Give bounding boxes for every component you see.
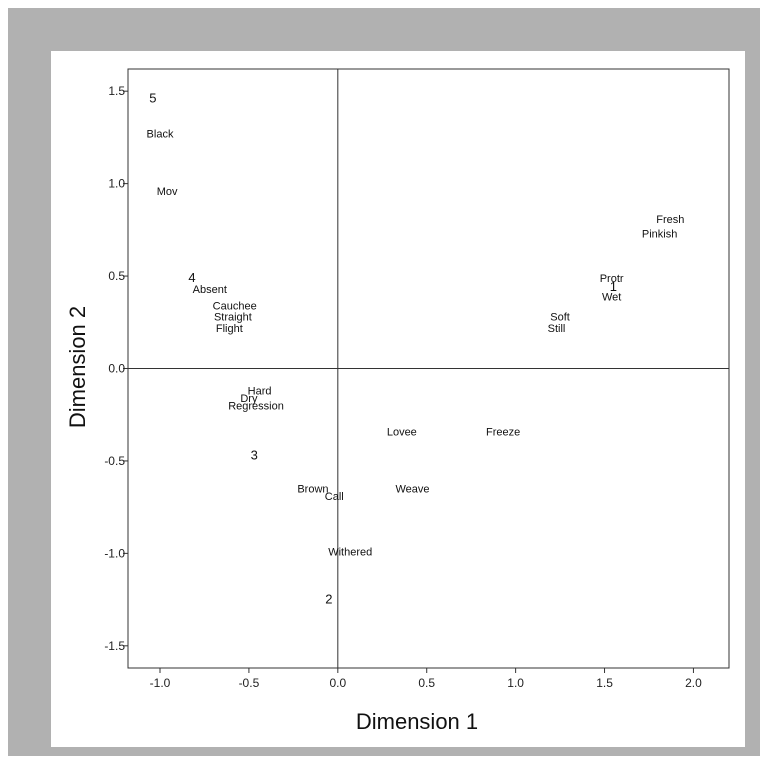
point-label: Hard xyxy=(248,386,272,398)
x-tick-label: 2.0 xyxy=(685,676,702,690)
point-label: Withered xyxy=(328,547,372,559)
reference-lines xyxy=(128,69,729,668)
y-tick-label: 0.0 xyxy=(108,362,125,376)
category-number-label: 3 xyxy=(251,447,258,462)
category-number-label: 2 xyxy=(325,592,332,607)
point-label: Dry xyxy=(240,393,258,405)
point-label: Protr xyxy=(600,273,624,285)
point-label: Wet xyxy=(602,291,621,303)
point-label: Weave xyxy=(395,484,429,496)
x-tick-label: 1.5 xyxy=(596,676,613,690)
y-tick-label: 1.5 xyxy=(108,84,125,98)
category-number-label: 1 xyxy=(610,279,617,294)
point-label: Mov xyxy=(157,186,178,198)
x-tick-label: -0.5 xyxy=(239,676,260,690)
x-axis-ticks: -1.0 -0.5 0.0 0.5 1.0 1.5 2.0 xyxy=(150,668,702,690)
point-label: Cauchee xyxy=(213,301,257,313)
y-tick-label: -0.5 xyxy=(104,454,125,468)
category-number-label: 5 xyxy=(149,91,156,106)
point-label: Pinkish xyxy=(642,229,677,241)
x-tick-label: 0.5 xyxy=(418,676,435,690)
point-label: Regression xyxy=(228,400,284,412)
y-tick-label: 0.5 xyxy=(108,269,125,283)
point-label: Soft xyxy=(550,312,570,324)
point-label: Absent xyxy=(193,284,227,296)
x-tick-label: 0.0 xyxy=(329,676,346,690)
point-label: Lovee xyxy=(387,426,417,438)
point-label: Straight xyxy=(214,312,252,324)
y-axis-ticks: 1.5 1.0 0.5 0.0 -0.5 -1.0 -1.5 xyxy=(104,84,128,653)
chart-panel: -1.0 -0.5 0.0 0.5 1.0 1.5 2.0 1.5 1.0 0.5 0.0 -0.5… xyxy=(51,51,745,747)
point-label: Still xyxy=(548,323,566,335)
outer-frame: -1.0 -0.5 0.0 0.5 1.0 1.5 2.0 1.5 1.0 0.5 0.0 -0.5… xyxy=(8,8,760,756)
point-label: Call xyxy=(325,491,344,503)
x-tick-label: -1.0 xyxy=(150,676,171,690)
point-label: Black xyxy=(147,129,174,141)
x-axis-label: Dimension 1 xyxy=(356,709,478,734)
y-tick-label: -1.0 xyxy=(104,546,125,560)
point-label: Flight xyxy=(216,323,243,335)
point-label: Brown xyxy=(297,484,328,496)
point-label: Freeze xyxy=(486,426,520,438)
x-tick-label: 1.0 xyxy=(507,676,524,690)
point-label: Fresh xyxy=(656,214,684,226)
y-tick-label: 1.0 xyxy=(108,177,125,191)
category-number-label: 4 xyxy=(188,270,195,285)
y-axis-label: Dimension 2 xyxy=(65,306,90,428)
correspondence-plot: -1.0 -0.5 0.0 0.5 1.0 1.5 2.0 1.5 1.0 0.5 0.0 -0.5… xyxy=(65,68,730,734)
y-tick-label: -1.5 xyxy=(104,639,125,653)
